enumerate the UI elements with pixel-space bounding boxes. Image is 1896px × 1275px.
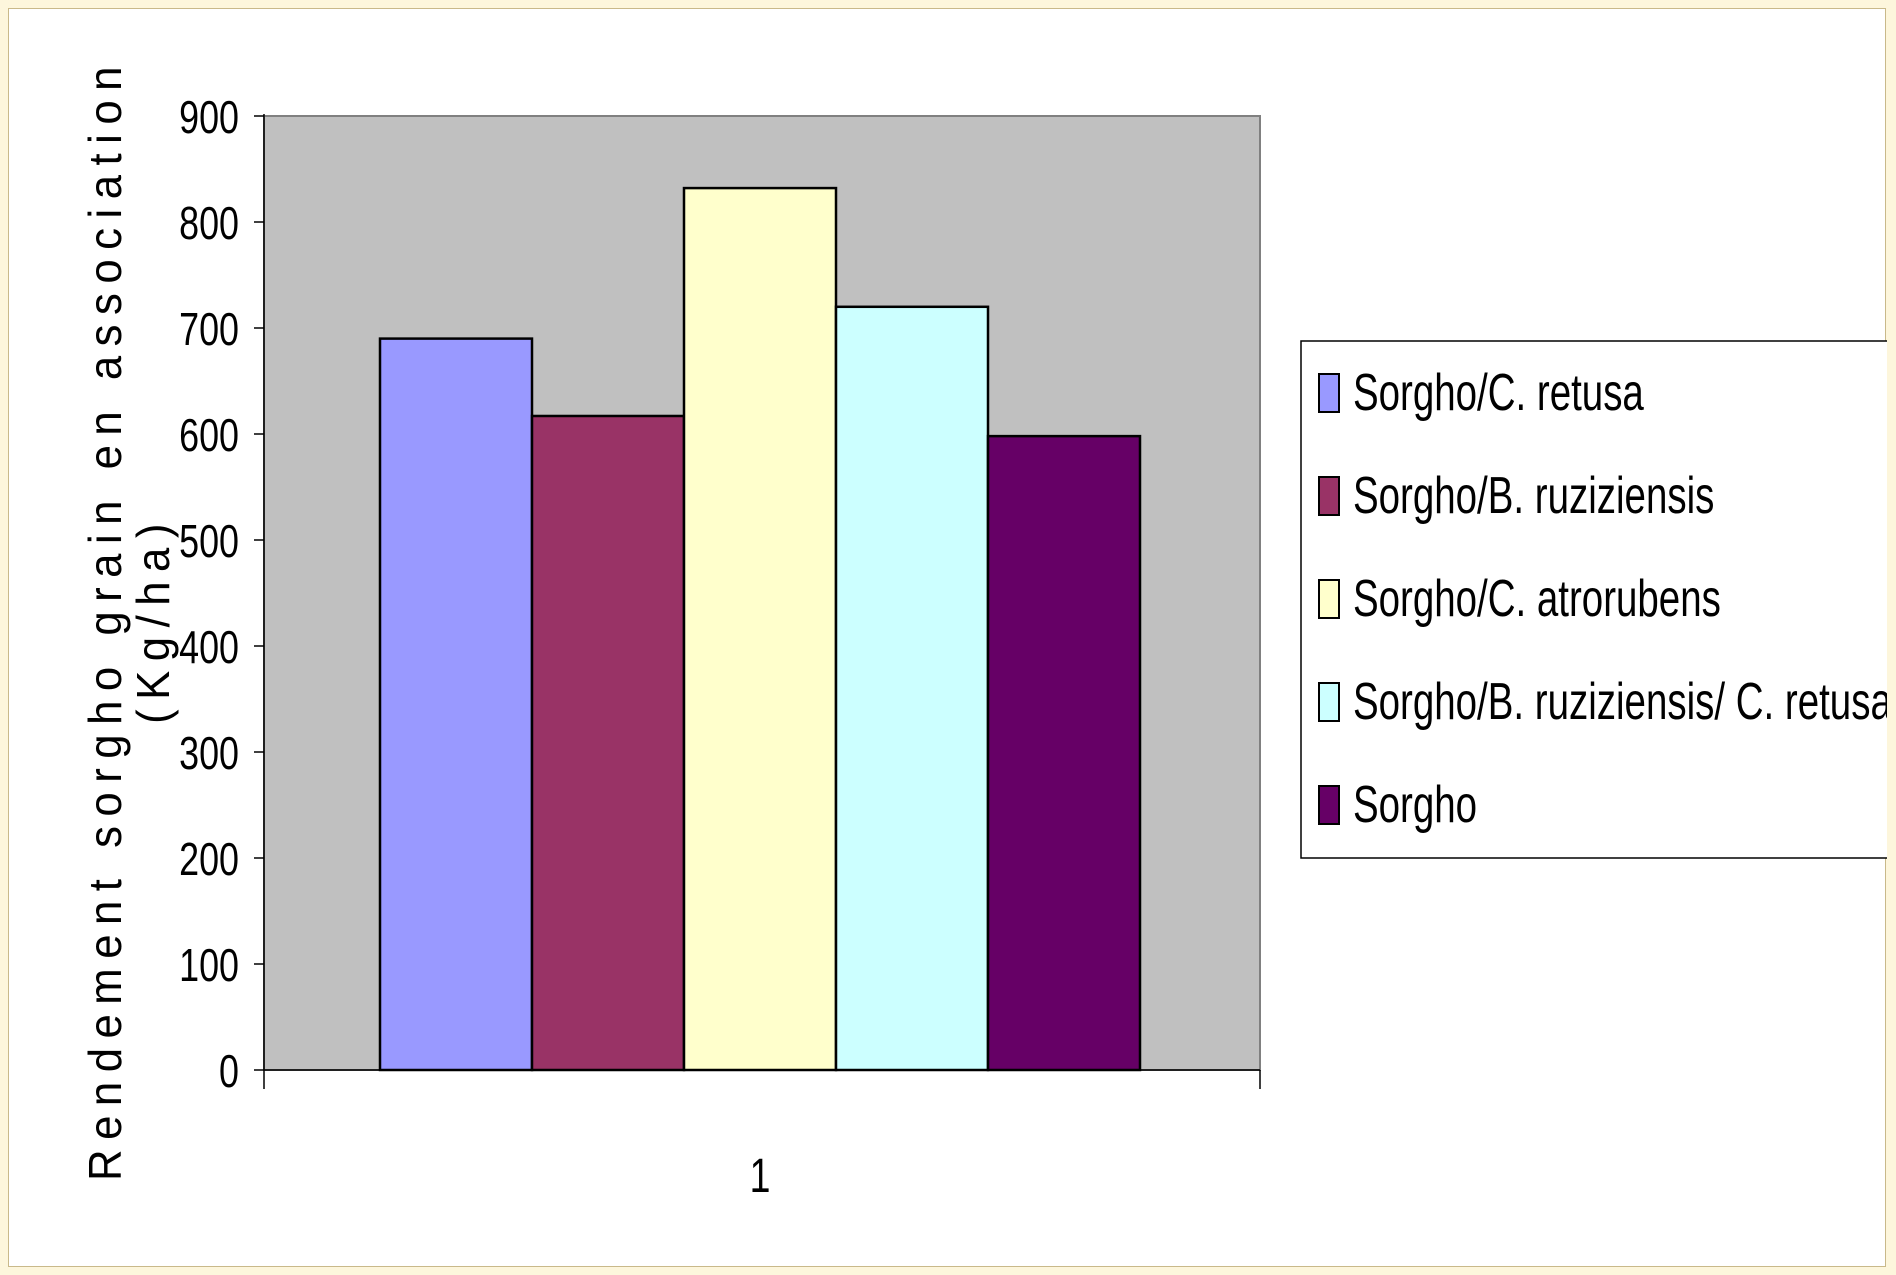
legend-label-5: Sorgho — [1353, 775, 1477, 833]
legend-label-3: Sorgho/C. atrorubens — [1353, 569, 1721, 627]
legend-swatch-3 — [1318, 579, 1340, 619]
y-tick-label: 700 — [179, 304, 239, 355]
legend-label-4: Sorgho/B. ruziziensis/ C. retusa — [1353, 672, 1887, 730]
y-axis-title: Rendement sorgho grain en association — [79, 57, 131, 1181]
legend-label-1: Sorgho/C. retusa — [1353, 363, 1644, 421]
bar-1[interactable] — [378, 337, 534, 1072]
y-tick-label: 100 — [179, 940, 239, 991]
chart-frame: 0 100 200 300 400 500 600 700 800 900 1 Rendement s… — [8, 8, 1887, 1267]
y-tick-label: 500 — [179, 516, 239, 567]
legend-swatch-5 — [1318, 785, 1340, 825]
legend-swatch-4 — [1318, 682, 1340, 722]
bar-4[interactable] — [834, 305, 990, 1072]
y-axis-title-unit: (Kg/ha) — [127, 514, 179, 724]
y-tick-label: 800 — [179, 198, 239, 249]
y-tick-label: 200 — [179, 834, 239, 885]
bar-3[interactable] — [682, 186, 838, 1072]
y-tick-label: 900 — [179, 92, 239, 143]
legend-swatch-1 — [1318, 373, 1340, 413]
legend-swatch-2 — [1318, 476, 1340, 516]
bar-chart: 0 100 200 300 400 500 600 700 800 900 1 Rendement s… — [79, 57, 1887, 1204]
y-tick-label: 0 — [219, 1046, 239, 1097]
y-tick-label: 400 — [179, 622, 239, 673]
y-tick-label: 300 — [179, 728, 239, 779]
bar-2[interactable] — [530, 414, 686, 1072]
x-category-label: 1 — [750, 1150, 771, 1204]
bar-5[interactable] — [986, 434, 1142, 1072]
y-tick-label: 600 — [179, 410, 239, 461]
legend — [1300, 340, 1887, 859]
legend-label-2: Sorgho/B. ruziziensis — [1353, 466, 1714, 524]
